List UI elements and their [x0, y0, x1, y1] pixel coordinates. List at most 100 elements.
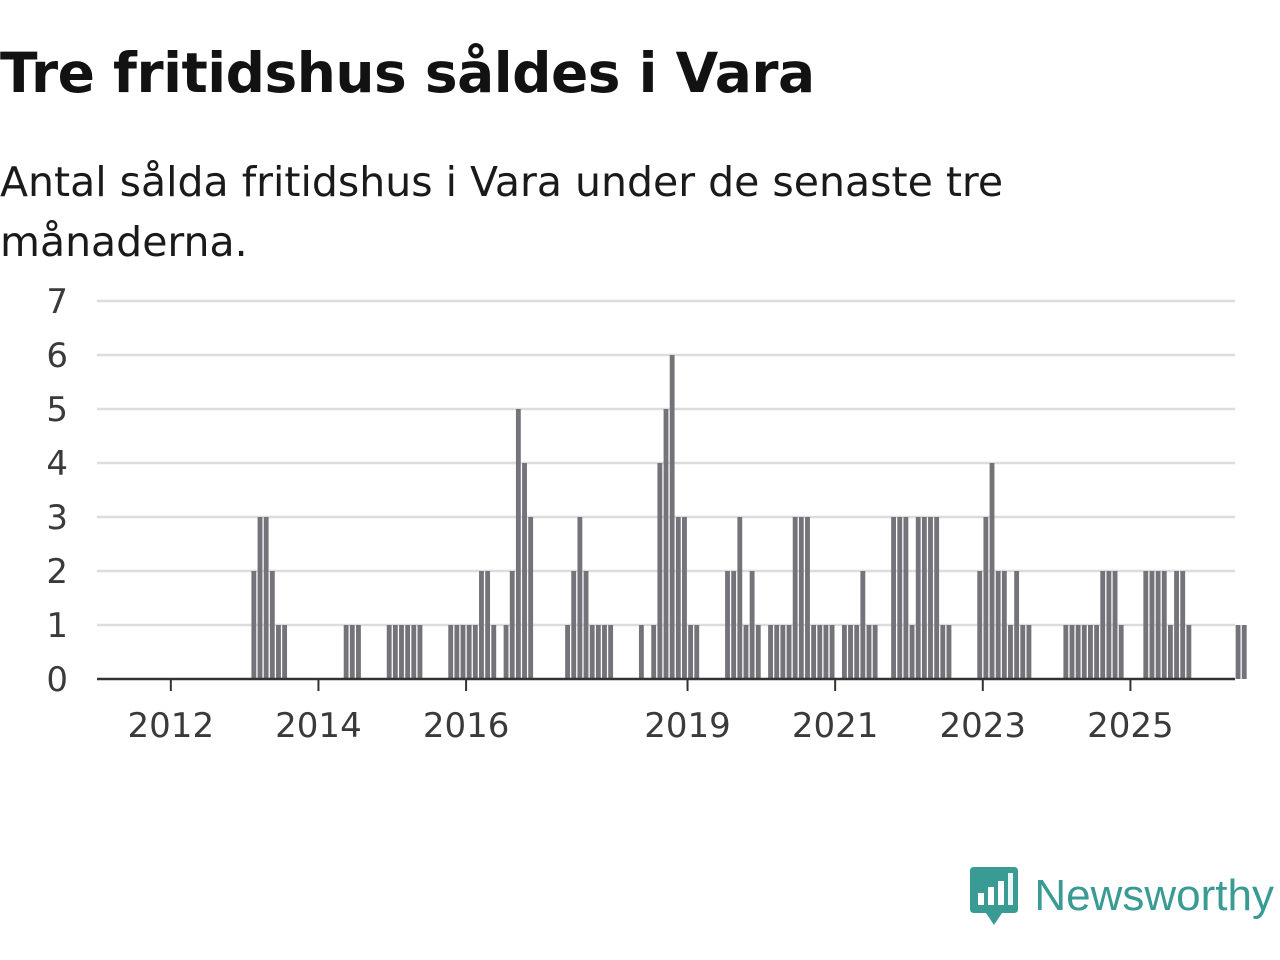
- bar: [399, 625, 404, 679]
- bar: [786, 625, 792, 679]
- bar: [386, 625, 392, 679]
- bar: [1088, 625, 1093, 679]
- bar: [725, 571, 730, 679]
- bar: [1143, 571, 1149, 679]
- y-tick-label: 4: [46, 444, 68, 484]
- bar: [1167, 625, 1173, 679]
- bar: [872, 625, 878, 679]
- bar: [503, 625, 509, 679]
- bar: [472, 625, 478, 679]
- bar: [638, 625, 644, 679]
- x-tick-label: 2014: [275, 706, 362, 746]
- bar-chart: 0123456732012201420162019202120232025: [46, 282, 1247, 746]
- bar: [282, 625, 288, 679]
- bar: [694, 625, 700, 679]
- bar: [392, 625, 398, 679]
- bar: [848, 625, 853, 679]
- x-tick-label: 2019: [644, 706, 731, 746]
- bar: [1069, 625, 1075, 679]
- bar: [934, 517, 940, 679]
- bar: [257, 517, 263, 679]
- x-tick-label: 2016: [423, 706, 510, 746]
- bar: [608, 625, 614, 679]
- bar: [817, 625, 823, 679]
- bar: [1063, 625, 1069, 679]
- y-tick-label: 1: [46, 606, 68, 646]
- bar: [1155, 571, 1161, 679]
- chart-subtitle: Antal sålda fritidshus i Vara under de s…: [0, 158, 1004, 266]
- bar: [276, 625, 281, 679]
- bar: [829, 625, 835, 679]
- bar: [448, 625, 454, 679]
- bar: [921, 517, 927, 679]
- y-tick-label: 7: [46, 282, 68, 322]
- x-tick-label: 2021: [792, 706, 879, 746]
- bar: [528, 517, 534, 679]
- bar: [946, 625, 952, 679]
- bar: [780, 625, 786, 679]
- bar: [1241, 625, 1247, 679]
- bar: [479, 571, 484, 679]
- chart-title: Tre fritidshus såldes i Vara: [0, 41, 815, 105]
- bar: [485, 571, 491, 679]
- bar: [983, 517, 989, 679]
- bar: [940, 625, 946, 679]
- bar: [509, 571, 515, 679]
- bar: [1008, 625, 1013, 679]
- bar: [1112, 571, 1118, 679]
- bar: [349, 625, 355, 679]
- bar: [405, 625, 411, 679]
- bar: [343, 625, 349, 679]
- bar: [811, 625, 817, 679]
- bar: [1180, 571, 1186, 679]
- bar: [860, 571, 866, 679]
- y-tick-label: 2: [46, 552, 68, 592]
- bar: [1161, 571, 1167, 679]
- bar: [522, 463, 527, 679]
- bar: [663, 409, 669, 679]
- bar: [977, 571, 983, 679]
- bar: [651, 625, 657, 679]
- bar: [602, 625, 607, 679]
- bar: [1100, 571, 1106, 679]
- newsworthy-logo: Newsworthy: [968, 864, 1274, 928]
- bar: [731, 571, 737, 679]
- brand-name: Newsworthy: [1034, 871, 1274, 920]
- bar: [411, 625, 417, 679]
- bar: [589, 625, 595, 679]
- bar: [737, 517, 743, 679]
- bar: [841, 625, 847, 679]
- bar: [915, 517, 921, 679]
- bar: [1186, 625, 1192, 679]
- bar: [269, 571, 275, 679]
- bar: [792, 517, 798, 679]
- bar: [743, 625, 749, 679]
- bar: [854, 625, 860, 679]
- bar: [583, 571, 589, 679]
- bar: [823, 625, 829, 679]
- bar: [897, 517, 903, 679]
- y-tick-label: 6: [46, 336, 68, 376]
- bar: [805, 517, 810, 679]
- bar: [989, 463, 995, 679]
- bar: [460, 625, 466, 679]
- bar: [669, 355, 675, 679]
- bar: [774, 625, 780, 679]
- bar: [682, 517, 687, 679]
- bar: [417, 625, 423, 679]
- bar: [909, 625, 915, 679]
- bar: [768, 625, 773, 679]
- bar: [263, 517, 269, 679]
- bar: [1149, 571, 1155, 679]
- bar: [356, 625, 361, 679]
- x-tick-label: 2012: [128, 706, 215, 746]
- bar: [515, 409, 521, 679]
- bar: [1014, 571, 1020, 679]
- bar: [749, 571, 755, 679]
- bar: [595, 625, 601, 679]
- bar: [571, 571, 577, 679]
- bar: [755, 625, 761, 679]
- bar: [891, 517, 897, 679]
- y-tick-label: 5: [46, 390, 68, 430]
- bar: [1081, 625, 1087, 679]
